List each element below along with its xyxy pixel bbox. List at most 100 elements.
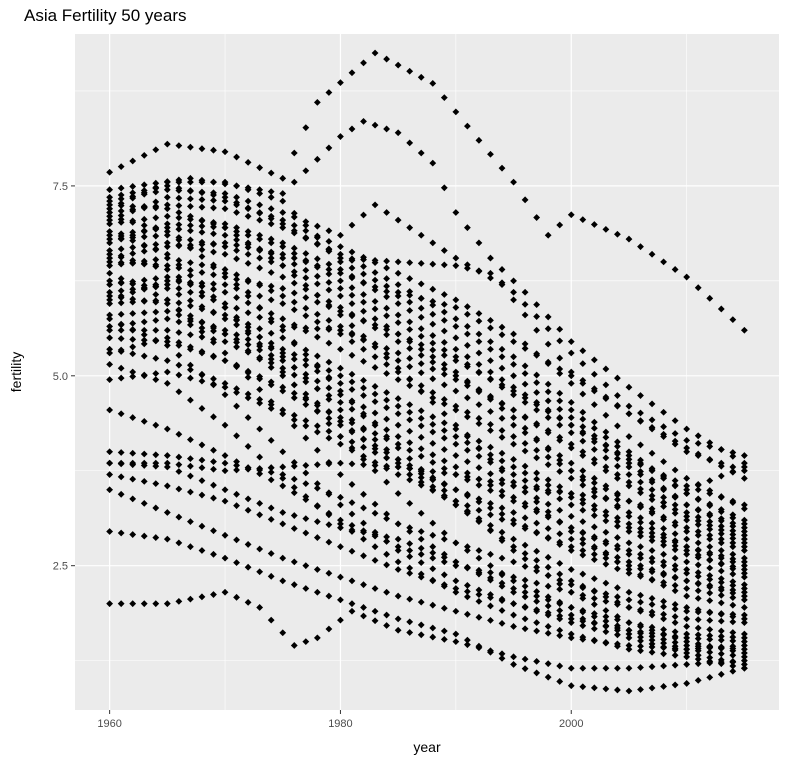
data-point	[706, 443, 714, 450]
data-point	[279, 353, 287, 361]
data-point	[556, 365, 564, 373]
data-point	[694, 616, 702, 624]
data-point	[417, 304, 425, 312]
data-point	[371, 390, 379, 398]
data-point	[198, 222, 206, 230]
data-point	[614, 438, 621, 446]
data-point	[602, 433, 610, 441]
data-point	[533, 313, 541, 320]
data-point	[614, 503, 621, 511]
data-point	[694, 572, 702, 580]
data-point	[567, 444, 575, 452]
data-point	[233, 231, 240, 239]
data-point	[117, 529, 125, 537]
data-point	[187, 259, 194, 267]
data-point	[706, 673, 714, 681]
data-point	[152, 326, 160, 334]
data-point	[140, 352, 148, 360]
data-point	[325, 408, 333, 416]
data-point	[129, 326, 137, 334]
data-point	[290, 458, 298, 466]
data-point	[429, 394, 437, 402]
data-point	[602, 597, 610, 605]
data-point	[510, 383, 517, 391]
data-point	[198, 238, 206, 246]
data-point	[556, 456, 564, 464]
data-point	[671, 573, 679, 581]
data-point	[579, 496, 587, 504]
data-point	[648, 525, 656, 532]
data-point	[348, 300, 356, 308]
data-point	[117, 374, 125, 382]
data-point	[740, 653, 748, 661]
data-point	[152, 480, 160, 488]
data-point	[694, 481, 702, 489]
data-point	[544, 397, 552, 405]
data-point	[417, 528, 425, 535]
data-point	[244, 259, 252, 267]
data-point	[279, 629, 287, 637]
data-point	[498, 654, 506, 662]
data-point	[198, 456, 206, 464]
data-point	[383, 209, 391, 216]
data-point	[302, 638, 310, 646]
data-point	[429, 624, 437, 632]
data-point	[671, 562, 679, 570]
data-point	[221, 588, 229, 596]
data-point	[729, 651, 737, 659]
data-point	[740, 535, 748, 543]
data-point	[729, 468, 737, 475]
data-point	[221, 338, 229, 346]
data-point	[440, 581, 448, 589]
data-point	[475, 464, 483, 472]
data-point	[475, 349, 483, 357]
data-point	[521, 469, 529, 477]
data-point	[302, 167, 310, 175]
data-point	[463, 588, 471, 595]
data-point	[129, 459, 137, 467]
data-point	[463, 342, 471, 349]
data-point	[383, 588, 391, 596]
data-point	[256, 209, 264, 217]
data-point	[360, 298, 367, 306]
data-point	[129, 280, 137, 288]
data-point	[706, 608, 714, 616]
data-point	[348, 370, 356, 378]
data-point	[244, 292, 252, 300]
data-point	[510, 421, 517, 429]
data-point	[152, 308, 160, 316]
data-point	[660, 683, 667, 690]
data-point	[533, 579, 541, 587]
data-point	[187, 396, 194, 404]
data-point	[233, 502, 240, 510]
data-point	[290, 213, 298, 221]
data-point	[406, 408, 414, 416]
data-point	[233, 271, 240, 279]
data-point	[267, 329, 275, 337]
data-point	[279, 250, 287, 258]
data-point	[256, 453, 264, 461]
data-point	[290, 558, 298, 566]
data-point	[556, 541, 564, 548]
data-point	[590, 221, 598, 228]
data-point	[683, 535, 691, 543]
data-point	[717, 578, 725, 586]
data-point	[706, 535, 714, 543]
data-point	[671, 646, 679, 654]
data-point	[198, 189, 206, 197]
data-point	[163, 379, 171, 387]
data-point	[475, 338, 483, 346]
data-point	[498, 554, 506, 562]
data-point	[706, 572, 714, 579]
data-point	[510, 414, 517, 421]
data-point	[267, 282, 275, 290]
data-point	[383, 282, 391, 290]
data-point	[579, 473, 587, 481]
data-point	[244, 239, 252, 247]
data-point	[544, 461, 552, 469]
data-point	[290, 209, 298, 217]
data-point	[740, 649, 748, 657]
data-point	[706, 518, 714, 526]
data-point	[210, 375, 217, 383]
data-point	[648, 486, 656, 494]
